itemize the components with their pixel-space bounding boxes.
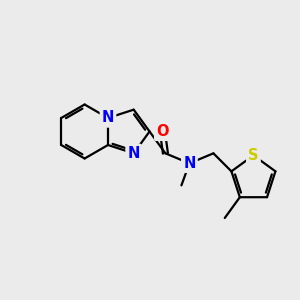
Text: O: O xyxy=(156,124,169,139)
Text: N: N xyxy=(128,146,140,161)
Text: S: S xyxy=(248,148,259,163)
Text: N: N xyxy=(102,110,114,125)
Text: N: N xyxy=(183,156,196,171)
